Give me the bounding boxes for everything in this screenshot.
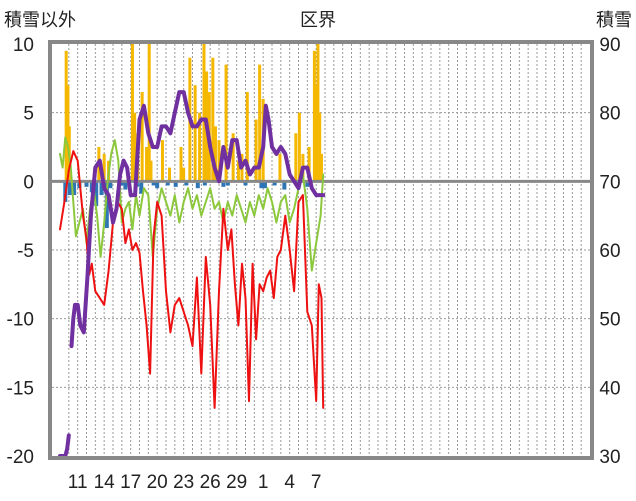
precip-bar (213, 126, 217, 182)
right-tick-label: 80 (599, 104, 620, 125)
precip-bar (198, 112, 202, 182)
precip-bar (236, 160, 240, 182)
negative-bar (272, 181, 277, 186)
precip-bar (130, 44, 134, 182)
precip-bar (147, 44, 151, 182)
precip-bar (202, 44, 206, 182)
precip-bar (318, 112, 322, 182)
precip-bar (140, 92, 144, 182)
negative-bar (108, 181, 113, 189)
negative-bar (99, 181, 104, 196)
x-tick-label: 1 (258, 472, 269, 493)
left-tick-label: -5 (17, 241, 34, 262)
negative-bar (139, 181, 144, 194)
precip-bar (307, 147, 311, 182)
precip-bar (294, 133, 298, 182)
x-tick-label: 4 (284, 472, 295, 493)
precip-bar (145, 147, 149, 182)
negative-bar (72, 181, 77, 196)
negative-bar (195, 181, 200, 189)
precip-bar (319, 153, 323, 182)
right-tick-label: 90 (599, 35, 620, 56)
precip-bar (168, 167, 172, 182)
plot-frame (48, 40, 594, 460)
negative-bar (94, 181, 99, 207)
right-tick-label: 70 (599, 172, 620, 193)
precip-bar (64, 50, 68, 182)
negative-bar (104, 181, 109, 229)
negative-bar (259, 181, 264, 189)
negative-bar (184, 181, 189, 186)
x-tick-label: 11 (68, 472, 88, 493)
precip-bar (211, 57, 215, 182)
x-tick-label: 17 (120, 472, 141, 493)
precip-bar (193, 85, 197, 182)
precip-bar (182, 167, 186, 182)
negative-bar (225, 181, 230, 186)
right-tick-label: 50 (599, 310, 620, 331)
precip-bar (179, 147, 183, 182)
left-axis-title: 積雪以外 (4, 10, 76, 31)
right-axis-title: 積雪 (596, 10, 632, 31)
precip-bar (102, 153, 106, 182)
precip-bar (149, 160, 153, 182)
negative-bar (151, 181, 156, 186)
precip-bar (278, 153, 282, 182)
precip-bar (217, 140, 221, 182)
left-tick-label: 0 (23, 172, 34, 193)
precip-bar (224, 64, 228, 182)
precip-bar (133, 112, 137, 182)
negative-bar (165, 181, 170, 186)
x-tick-label: 26 (200, 472, 221, 493)
negative-bar (243, 181, 248, 186)
precip-bar (314, 85, 318, 182)
negative-bar (84, 181, 89, 187)
right-tick-label: 30 (599, 447, 620, 468)
chart-title: 区界 (300, 10, 336, 31)
left-tick-label: -10 (7, 310, 34, 331)
left-tick-label: -20 (7, 447, 34, 468)
precip-bar (316, 44, 320, 182)
negative-bar (262, 181, 267, 189)
right-tick-label: 60 (599, 241, 620, 262)
precip-bar (245, 92, 249, 182)
left-tick-label: 5 (23, 104, 34, 125)
precip-bar (160, 140, 164, 182)
negative-bar (119, 181, 124, 186)
left-tick-label: 10 (13, 35, 34, 56)
precip-bar (231, 133, 235, 182)
temperature-series-line (59, 150, 325, 409)
precip-bar (258, 64, 262, 182)
precip-bar (297, 112, 301, 182)
negative-bar (221, 181, 226, 187)
x-tick-label: 23 (173, 472, 194, 493)
left-tick-label: -15 (7, 378, 34, 399)
negative-bar (202, 181, 207, 186)
negative-bar (155, 181, 160, 189)
negative-bar (173, 181, 178, 187)
negative-bar (123, 181, 128, 190)
right-tick-label: 40 (599, 378, 620, 399)
x-tick-label: 20 (147, 472, 168, 493)
negative-bar (282, 181, 287, 190)
precip-bar (254, 119, 258, 182)
negative-bar (305, 181, 310, 187)
x-tick-label: 29 (226, 472, 247, 493)
x-tick-label: 14 (94, 472, 116, 493)
x-tick-label: 7 (311, 472, 322, 493)
